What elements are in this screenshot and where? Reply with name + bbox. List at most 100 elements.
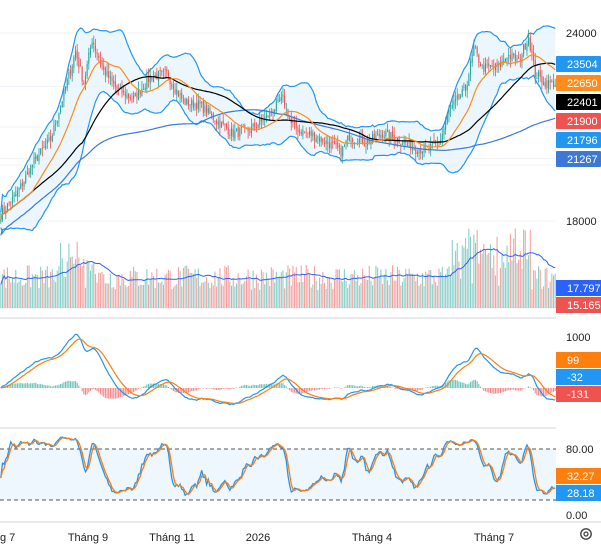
candle-body xyxy=(111,76,113,82)
price-candle xyxy=(16,186,18,202)
candle-body xyxy=(287,108,289,118)
volume-bar xyxy=(313,266,316,308)
price-candle xyxy=(96,48,98,61)
volume-bar xyxy=(222,285,224,308)
candle-body xyxy=(202,101,204,114)
candle-body xyxy=(186,98,188,104)
candle-body xyxy=(513,53,515,56)
volume-bar xyxy=(114,289,116,308)
candle-body xyxy=(547,80,550,90)
candle-body xyxy=(157,71,160,81)
volume-bar xyxy=(161,281,163,308)
macd-histogram-bar xyxy=(320,388,322,390)
volume-bar xyxy=(297,282,299,308)
volume-bar xyxy=(435,282,437,308)
price-candle xyxy=(486,59,488,69)
candle-body xyxy=(348,133,350,142)
candle-body xyxy=(10,202,12,204)
macd-histogram-bar xyxy=(209,388,211,389)
price-candle xyxy=(302,125,304,140)
price-candle xyxy=(450,104,452,117)
price-candle xyxy=(373,129,375,139)
candle-body xyxy=(491,64,493,68)
volume-bar xyxy=(465,237,467,308)
candle-body xyxy=(305,131,307,133)
macd-histogram-bar xyxy=(463,382,465,388)
price-candle xyxy=(362,128,364,145)
volume-bar xyxy=(79,265,82,308)
macd-histogram-bar xyxy=(310,388,312,391)
macd-histogram-bar xyxy=(448,380,450,388)
candle-body xyxy=(11,196,13,203)
price-candle xyxy=(377,129,379,136)
candle-body xyxy=(529,37,531,51)
volume-bar xyxy=(358,285,360,308)
volume-bar xyxy=(247,269,249,308)
macd-histogram-bar xyxy=(411,388,413,390)
price-candle xyxy=(460,93,462,99)
candle-body xyxy=(322,138,324,143)
macd-tag-label: -131 xyxy=(567,389,589,401)
stochastic-k-line xyxy=(0,436,556,497)
price-candle xyxy=(186,97,188,106)
price-candle xyxy=(428,143,430,154)
price-candle xyxy=(126,89,128,100)
volume-bar xyxy=(15,269,17,308)
macd-histogram-bar xyxy=(498,388,500,394)
price-candle xyxy=(99,51,101,69)
candle-body xyxy=(450,107,452,110)
price-candle xyxy=(53,119,55,137)
candle-body xyxy=(41,147,43,149)
candle-body xyxy=(323,143,326,145)
volume-bar xyxy=(523,229,525,308)
x-axis-label: Tháng 9 xyxy=(68,532,108,544)
volume-bar xyxy=(84,287,87,308)
candle-body xyxy=(342,146,344,157)
macd-histogram-bar xyxy=(177,388,179,393)
volume-bar xyxy=(398,269,400,308)
macd-histogram-bar xyxy=(552,388,555,392)
macd-histogram-bar xyxy=(179,388,181,393)
macd-line xyxy=(0,333,556,406)
macd-histogram-bar xyxy=(549,388,551,394)
price-candle xyxy=(513,52,515,59)
candle-body xyxy=(143,89,145,90)
volume-bar xyxy=(6,267,9,308)
macd-histogram-bar xyxy=(353,385,355,388)
macd-histogram-bar xyxy=(390,386,392,388)
volume-bar xyxy=(318,277,321,308)
volume-bar xyxy=(13,282,15,308)
volume-bar xyxy=(498,285,500,308)
price-candle xyxy=(250,118,252,138)
macd-histogram-bar xyxy=(373,386,375,388)
macd-histogram-bar xyxy=(50,386,52,388)
price-candle xyxy=(50,129,52,149)
price-candle xyxy=(201,101,203,108)
volume-bar xyxy=(204,281,206,308)
candle-body xyxy=(486,64,488,66)
macd-histogram-bar xyxy=(478,384,480,388)
macd-histogram-bar xyxy=(41,384,43,388)
candle-body xyxy=(345,140,347,144)
price-candle xyxy=(146,69,148,94)
price-candle xyxy=(323,137,326,148)
bollinger-band-fill xyxy=(0,25,556,234)
candle-body xyxy=(121,86,123,94)
macd-histogram-bar xyxy=(245,385,248,388)
settings-icon[interactable] xyxy=(578,526,594,542)
price-candle xyxy=(113,75,115,90)
candle-body xyxy=(378,134,380,137)
macd-histogram-bar xyxy=(270,383,272,388)
volume-bar xyxy=(543,286,545,308)
price-candle xyxy=(60,105,62,115)
candle-body xyxy=(254,122,256,128)
macd-histogram-bar xyxy=(483,388,485,391)
macd-histogram-bar xyxy=(86,388,88,395)
macd-histogram-bar xyxy=(219,388,221,391)
price-tag-label: 21796 xyxy=(567,135,598,147)
price-candle xyxy=(435,139,437,147)
volume-bar xyxy=(60,243,62,308)
candle-body xyxy=(206,104,208,115)
